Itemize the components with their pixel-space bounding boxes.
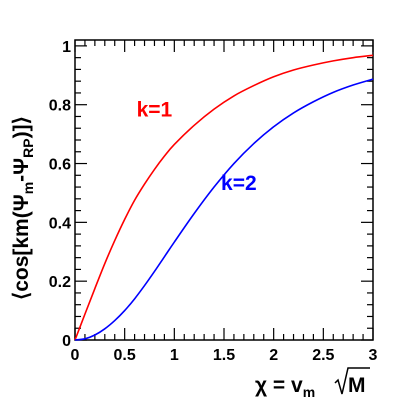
tick-labels: 0 0.5 1 1.5 2 2.5 3 0 0.2 0.4 0.6 0.8 1 [49, 39, 378, 364]
x-tick-label: 1 [170, 347, 179, 364]
y-tick-label: 0.4 [49, 215, 71, 232]
x-tick-label: 2.5 [312, 347, 334, 364]
y-tick-label: 0.6 [49, 157, 71, 174]
x-tick-label: 3 [369, 347, 378, 364]
x-axis-sqrt-arg: M [348, 374, 366, 397]
y-tick-label: 1 [62, 39, 71, 56]
x-tick-label: 1.5 [213, 347, 235, 364]
x-axis-label-sub: m [303, 384, 315, 400]
y-axis-label-mid: -Ψ [10, 158, 33, 182]
y-axis-label-tail: )]⟩ [10, 116, 33, 138]
x-tick-label: 0 [71, 347, 80, 364]
curves [74, 54, 374, 341]
svg-text:⟨cos[km(Ψm-ΨRP)]⟩: ⟨cos[km(Ψm-ΨRP)]⟩ [10, 116, 36, 300]
series-line-2 [74, 78, 374, 341]
x-axis-label: χ = vm M [255, 367, 370, 400]
svg-text:χ = vm: χ = vm [255, 374, 315, 400]
y-axis-label-sub2: RP [20, 138, 36, 157]
y-axis-label-main: ⟨cos[km(Ψ [10, 194, 33, 300]
y-axis-label: ⟨cos[km(Ψm-ΨRP)]⟩ [10, 116, 36, 300]
x-axis-label-main: χ = v [255, 374, 303, 397]
y-tick-label: 0.2 [49, 274, 71, 291]
y-tick-label: 0 [62, 333, 71, 350]
sqrt-sign [334, 367, 370, 395]
x-tick-label: 2 [269, 347, 278, 364]
y-axis-label-sub1: m [20, 182, 36, 194]
x-tick-label: 0.5 [114, 347, 136, 364]
curve-label-1: k=1 [137, 98, 173, 121]
axis-ticks [74, 40, 374, 341]
curve-label-2: k=2 [221, 172, 257, 195]
y-tick-label: 0.8 [49, 98, 71, 115]
curve-annotations: k=1 k=2 [137, 98, 257, 195]
series-line-1 [74, 54, 374, 341]
